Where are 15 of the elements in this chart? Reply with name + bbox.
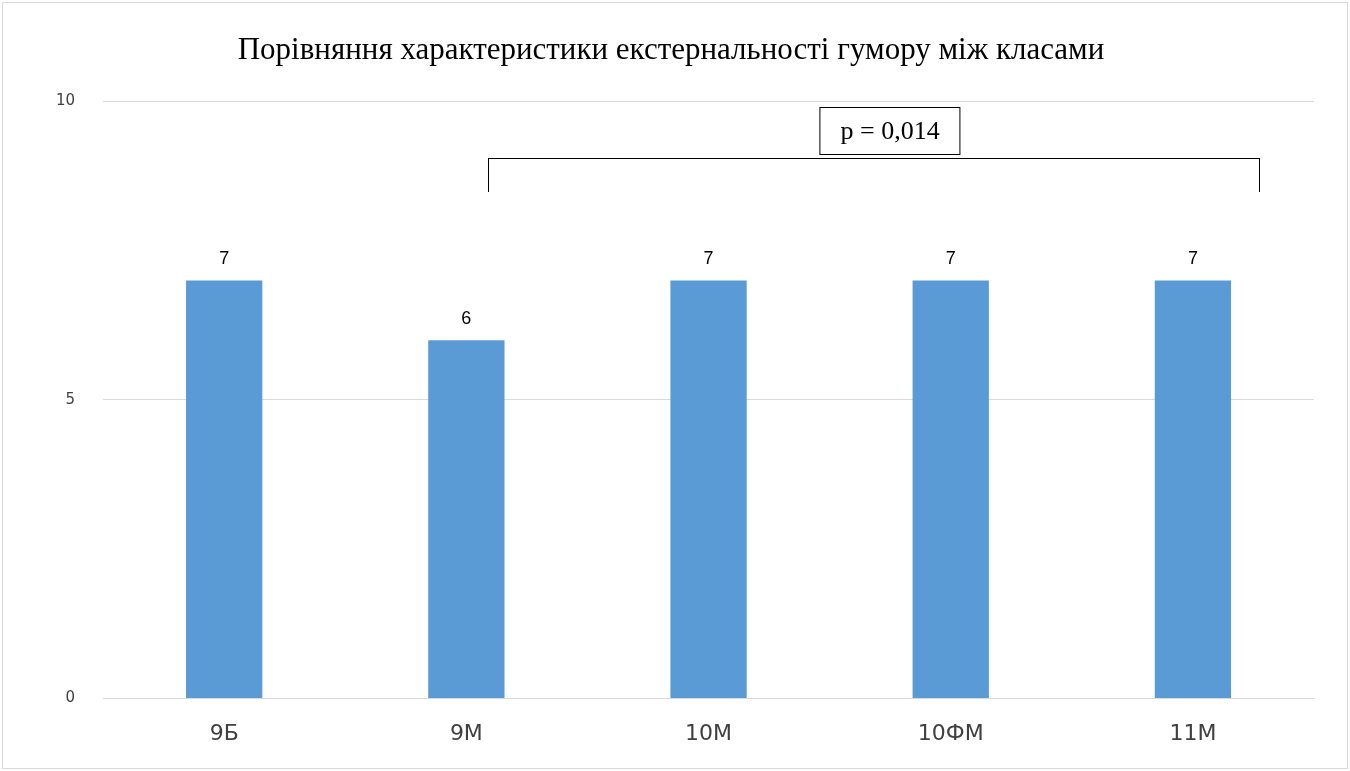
y-tick-label: 0 xyxy=(65,688,76,707)
data-label: 7 xyxy=(219,248,230,269)
y-tick-label: 10 xyxy=(55,91,76,110)
annotation: p = 0,014 xyxy=(819,107,961,156)
data-label: 7 xyxy=(1187,248,1198,269)
x-tick-label: 11М xyxy=(1169,719,1217,745)
y-tick-label: 5 xyxy=(65,389,76,408)
x-tick-label: 9М xyxy=(449,719,483,745)
x-tick-label: 10М xyxy=(685,719,733,745)
chart-title: Порівняння характеристики екстернальності гумору між класами xyxy=(237,30,1105,66)
x-tick-label: 9Б xyxy=(209,719,239,745)
data-label: 7 xyxy=(945,248,956,269)
data-label: 7 xyxy=(703,248,714,269)
data-label: 6 xyxy=(461,308,472,329)
x-tick-label: 10ФМ xyxy=(917,719,984,745)
